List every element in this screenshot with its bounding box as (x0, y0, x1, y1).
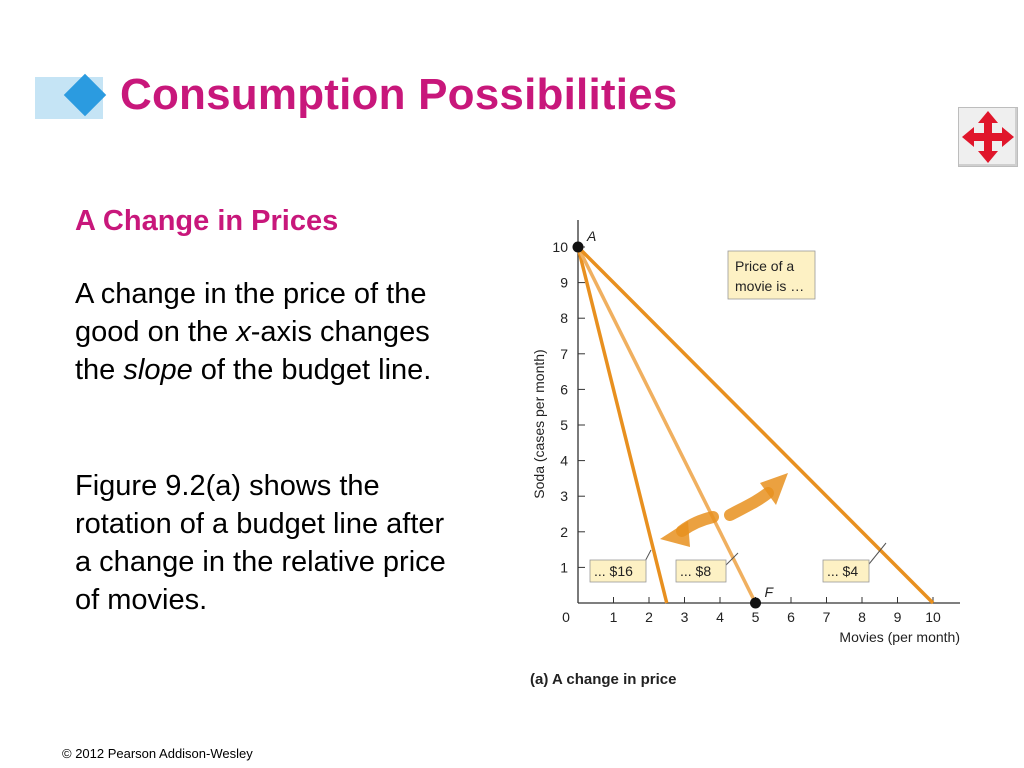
budget-line (576, 246, 669, 604)
point-label: A (586, 228, 596, 244)
four-way-arrow-icon (962, 111, 1014, 163)
x-tick-label: 8 (858, 609, 866, 625)
x-tick-label: 2 (645, 609, 653, 625)
point-F (750, 597, 761, 609)
y-tick-label: 9 (560, 275, 568, 291)
budget-line-figure: 0 1 2 3 4 5 6 7 8 9 10 1 2 3 4 5 6 7 8 9 10 Soda (cases per m… (520, 205, 990, 705)
x-tick-label: 5 (752, 609, 760, 625)
series-label: ... $16 (594, 563, 633, 579)
para1-x-italic: x (236, 316, 251, 348)
figure-caption: (a) A change in price (530, 671, 676, 688)
rotation-arrow-left-head (660, 521, 690, 547)
y-axis-label: Soda (cases per month) (531, 349, 547, 498)
annotation-line2: movie is … (735, 278, 804, 294)
series-label-box (822, 559, 870, 583)
y-tick-label: 3 (560, 488, 568, 504)
x-tick-label: 1 (610, 609, 618, 625)
section-subtitle: A Change in Prices (75, 205, 339, 237)
copyright-notice: © 2012 Pearson Addison-Wesley (62, 746, 253, 761)
para1-part-b: -axis changes the (75, 316, 430, 386)
annotation-line1: Price of a (735, 258, 794, 274)
annotation-box (727, 250, 816, 300)
x-tick-label: 6 (787, 609, 795, 625)
y-tick-label: 8 (560, 310, 568, 326)
slide-title: Consumption Possibilities (120, 70, 678, 119)
budget-line (576, 245, 935, 605)
y-tick-label: 5 (560, 417, 568, 433)
para1-slope-italic: slope (123, 354, 193, 386)
y-tick-label: 7 (560, 346, 568, 362)
x-tick-label: 4 (716, 609, 724, 625)
y-tick-label: 6 (560, 381, 568, 397)
series-label: ... $8 (680, 563, 711, 579)
series-label: ... $4 (827, 563, 858, 579)
rotation-arrow-right-head (760, 473, 788, 505)
x-tick-label: 7 (823, 609, 831, 625)
y-tick-label: 10 (552, 239, 568, 255)
y-tick-label: 2 (560, 524, 568, 540)
budget-line-chart: 0 1 2 3 4 5 6 7 8 9 10 1 2 3 4 5 6 7 8 9 10 Soda (cases per m… (530, 220, 960, 688)
y-tick-label: 1 (560, 559, 568, 575)
x-tick-label: 3 (681, 609, 689, 625)
series-label-box (589, 559, 647, 583)
series-label-box (675, 559, 727, 583)
para1-part-c: of the budget line. (192, 354, 432, 386)
navigation-button[interactable] (958, 107, 1018, 167)
paragraph-figure: Figure 9.2(a) shows the rotation of a bu… (75, 470, 446, 616)
budget-line (576, 246, 758, 604)
x-tick-label: 10 (925, 609, 941, 625)
rotation-arrow-right (724, 487, 774, 521)
para1-part-a: A change in the price of the good on the (75, 278, 427, 348)
y-tick-label: 4 (560, 453, 568, 469)
x-tick-label: 0 (562, 609, 570, 625)
point-label: F (765, 584, 775, 600)
x-axis-label: Movies (per month) (839, 629, 960, 645)
paragraph-slope: A change in the price of the good on the… (75, 275, 455, 389)
point-A (572, 241, 584, 253)
x-tick-label: 9 (894, 609, 902, 625)
